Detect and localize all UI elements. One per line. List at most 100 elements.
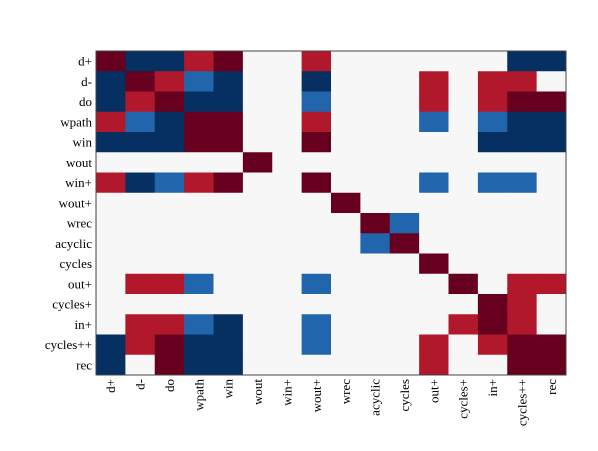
heatmap-cell-wpath-in+ [477,111,508,133]
heatmap-cell-do-wout+ [301,91,332,113]
heatmap-cell-out+-cycles+ [448,273,479,295]
heatmap-cell-win-do [154,132,185,153]
heatmap-cell-cycles+-win+ [272,294,303,315]
heatmap-cell-acyclic-in+ [477,233,508,254]
heatmap-cell-wout-acyclic [360,152,391,173]
heatmap-cell-wout-wout+ [301,152,332,173]
x-tick-label: wrec [338,379,353,404]
heatmap-cell-cycles+-in+ [477,294,508,315]
heatmap-cell-cycles++-win+ [272,334,303,356]
heatmap-cell-wpath-rec [536,111,567,133]
heatmap-cell-wrec-wout+ [301,213,332,234]
heatmap-cell-d--wpath [184,71,214,92]
heatmap-cell-out+-rec [536,273,567,295]
heatmap-cell-acyclic-cycles+ [448,233,479,254]
heatmap-cell-wout+-d- [125,192,156,214]
heatmap-cell-wpath-win [213,111,244,133]
heatmap-cell-cycles+-wrec [331,294,361,315]
heatmap-cell-wout+-d+ [96,192,126,214]
heatmap-cell-wrec-out+ [419,213,449,234]
heatmap-cell-cycles+-d+ [96,294,126,315]
heatmap-cell-d--cycles [389,71,420,92]
heatmap-cell-rec-wpath [184,354,214,376]
x-tick-label: d+ [103,379,118,393]
heatmap-cell-wrec-win+ [272,213,303,234]
heatmap-cell-cycles-wrec [331,253,361,275]
heatmap-cell-out+-win+ [272,273,303,295]
heatmap-cell-cycles+-rec [536,294,567,315]
heatmap-cell-d--cycles+ [448,71,479,92]
heatmap-cell-acyclic-rec [536,233,567,254]
heatmap-cell-wout-rec [536,152,567,173]
heatmap-cell-win+-wout [242,172,273,194]
heatmap-cell-wout-out+ [419,152,449,173]
heatmap-cell-d+-win+ [272,51,303,72]
heatmap-cell-acyclic-wrec [331,233,361,254]
heatmap-cell-cycles-wpath [184,253,214,275]
heatmap-cell-acyclic-win [213,233,244,254]
heatmap-cell-rec-out+ [419,354,449,376]
y-tick-label: win+ [65,175,92,190]
heatmap-cell-out+-wpath [184,273,214,295]
heatmap-cell-wrec-cycles++ [507,213,538,234]
heatmap-cell-d+-rec [536,51,567,72]
heatmap-cell-out+-cycles [389,273,420,295]
heatmap-cell-win+-in+ [477,172,508,194]
heatmap-cell-do-cycles [389,91,420,113]
heatmap-cell-cycles-d+ [96,253,126,275]
heatmap-cell-wout+-wout+ [301,192,332,214]
heatmap-cell-wpath-wpath [184,111,214,133]
heatmap-cell-acyclic-acyclic [360,233,391,254]
heatmap-cell-out+-cycles++ [507,273,538,295]
heatmap-cell-cycles-cycles [389,253,420,275]
heatmap-cell-in+-cycles [389,314,420,335]
heatmap-cell-d--do [154,71,185,92]
heatmap-cell-rec-win+ [272,354,303,376]
heatmap-cell-acyclic-out+ [419,233,449,254]
heatmap-cell-d--win [213,71,244,92]
heatmap-cell-cycles+-wout [242,294,273,315]
heatmap-cell-wpath-cycles+ [448,111,479,133]
heatmap-cell-cycles++-in+ [477,334,508,356]
heatmap-cell-wrec-d+ [96,213,126,234]
heatmap-cell-win-win+ [272,132,303,153]
heatmap-cell-rec-d+ [96,354,126,376]
heatmap-cell-win+-d- [125,172,156,194]
heatmap-cell-d+-d+ [96,51,126,72]
heatmap-cell-cycles-acyclic [360,253,391,275]
x-tick-label: do [162,379,177,392]
heatmap-cell-win-wpath [184,132,214,153]
heatmap-cell-do-acyclic [360,91,391,113]
heatmap-cell-wout-wpath [184,152,214,173]
heatmap-cell-wout-win [213,152,244,173]
heatmap-cell-win+-out+ [419,172,449,194]
heatmap-cell-cycles+-do [154,294,185,315]
heatmap-cell-do-win [213,91,244,113]
heatmap-cell-cycles++-d- [125,334,156,356]
heatmap-cell-rec-d- [125,354,156,376]
heatmap-cell-win-d+ [96,132,126,153]
heatmap-cell-wout-cycles+ [448,152,479,173]
heatmap-cell-d--out+ [419,71,449,92]
heatmap-cell-win-cycles++ [507,132,538,153]
y-tick-label: win [73,135,93,150]
heatmap-cell-acyclic-win+ [272,233,303,254]
heatmap-cell-cycles-in+ [477,253,508,275]
heatmap-cell-d+-win [213,51,244,72]
heatmap-cell-cycles++-wout+ [301,334,332,356]
heatmap-cell-out+-acyclic [360,273,391,295]
x-tick-label: win+ [279,379,294,406]
heatmap-cell-wpath-cycles [389,111,420,133]
heatmap-cell-wout-cycles [389,152,420,173]
x-tick-label: cycles+ [456,379,471,419]
heatmap-cell-wout+-wrec [331,192,361,214]
heatmap-cell-cycles++-do [154,334,185,356]
heatmap-cell-wrec-acyclic [360,213,391,234]
heatmap-cell-cycles++-d+ [96,334,126,356]
heatmap-cell-wrec-in+ [477,213,508,234]
heatmap-cell-win-d- [125,132,156,153]
x-tick-label: cycles [397,379,412,411]
heatmap-cell-out+-win [213,273,244,295]
heatmap-cell-rec-wout+ [301,354,332,376]
